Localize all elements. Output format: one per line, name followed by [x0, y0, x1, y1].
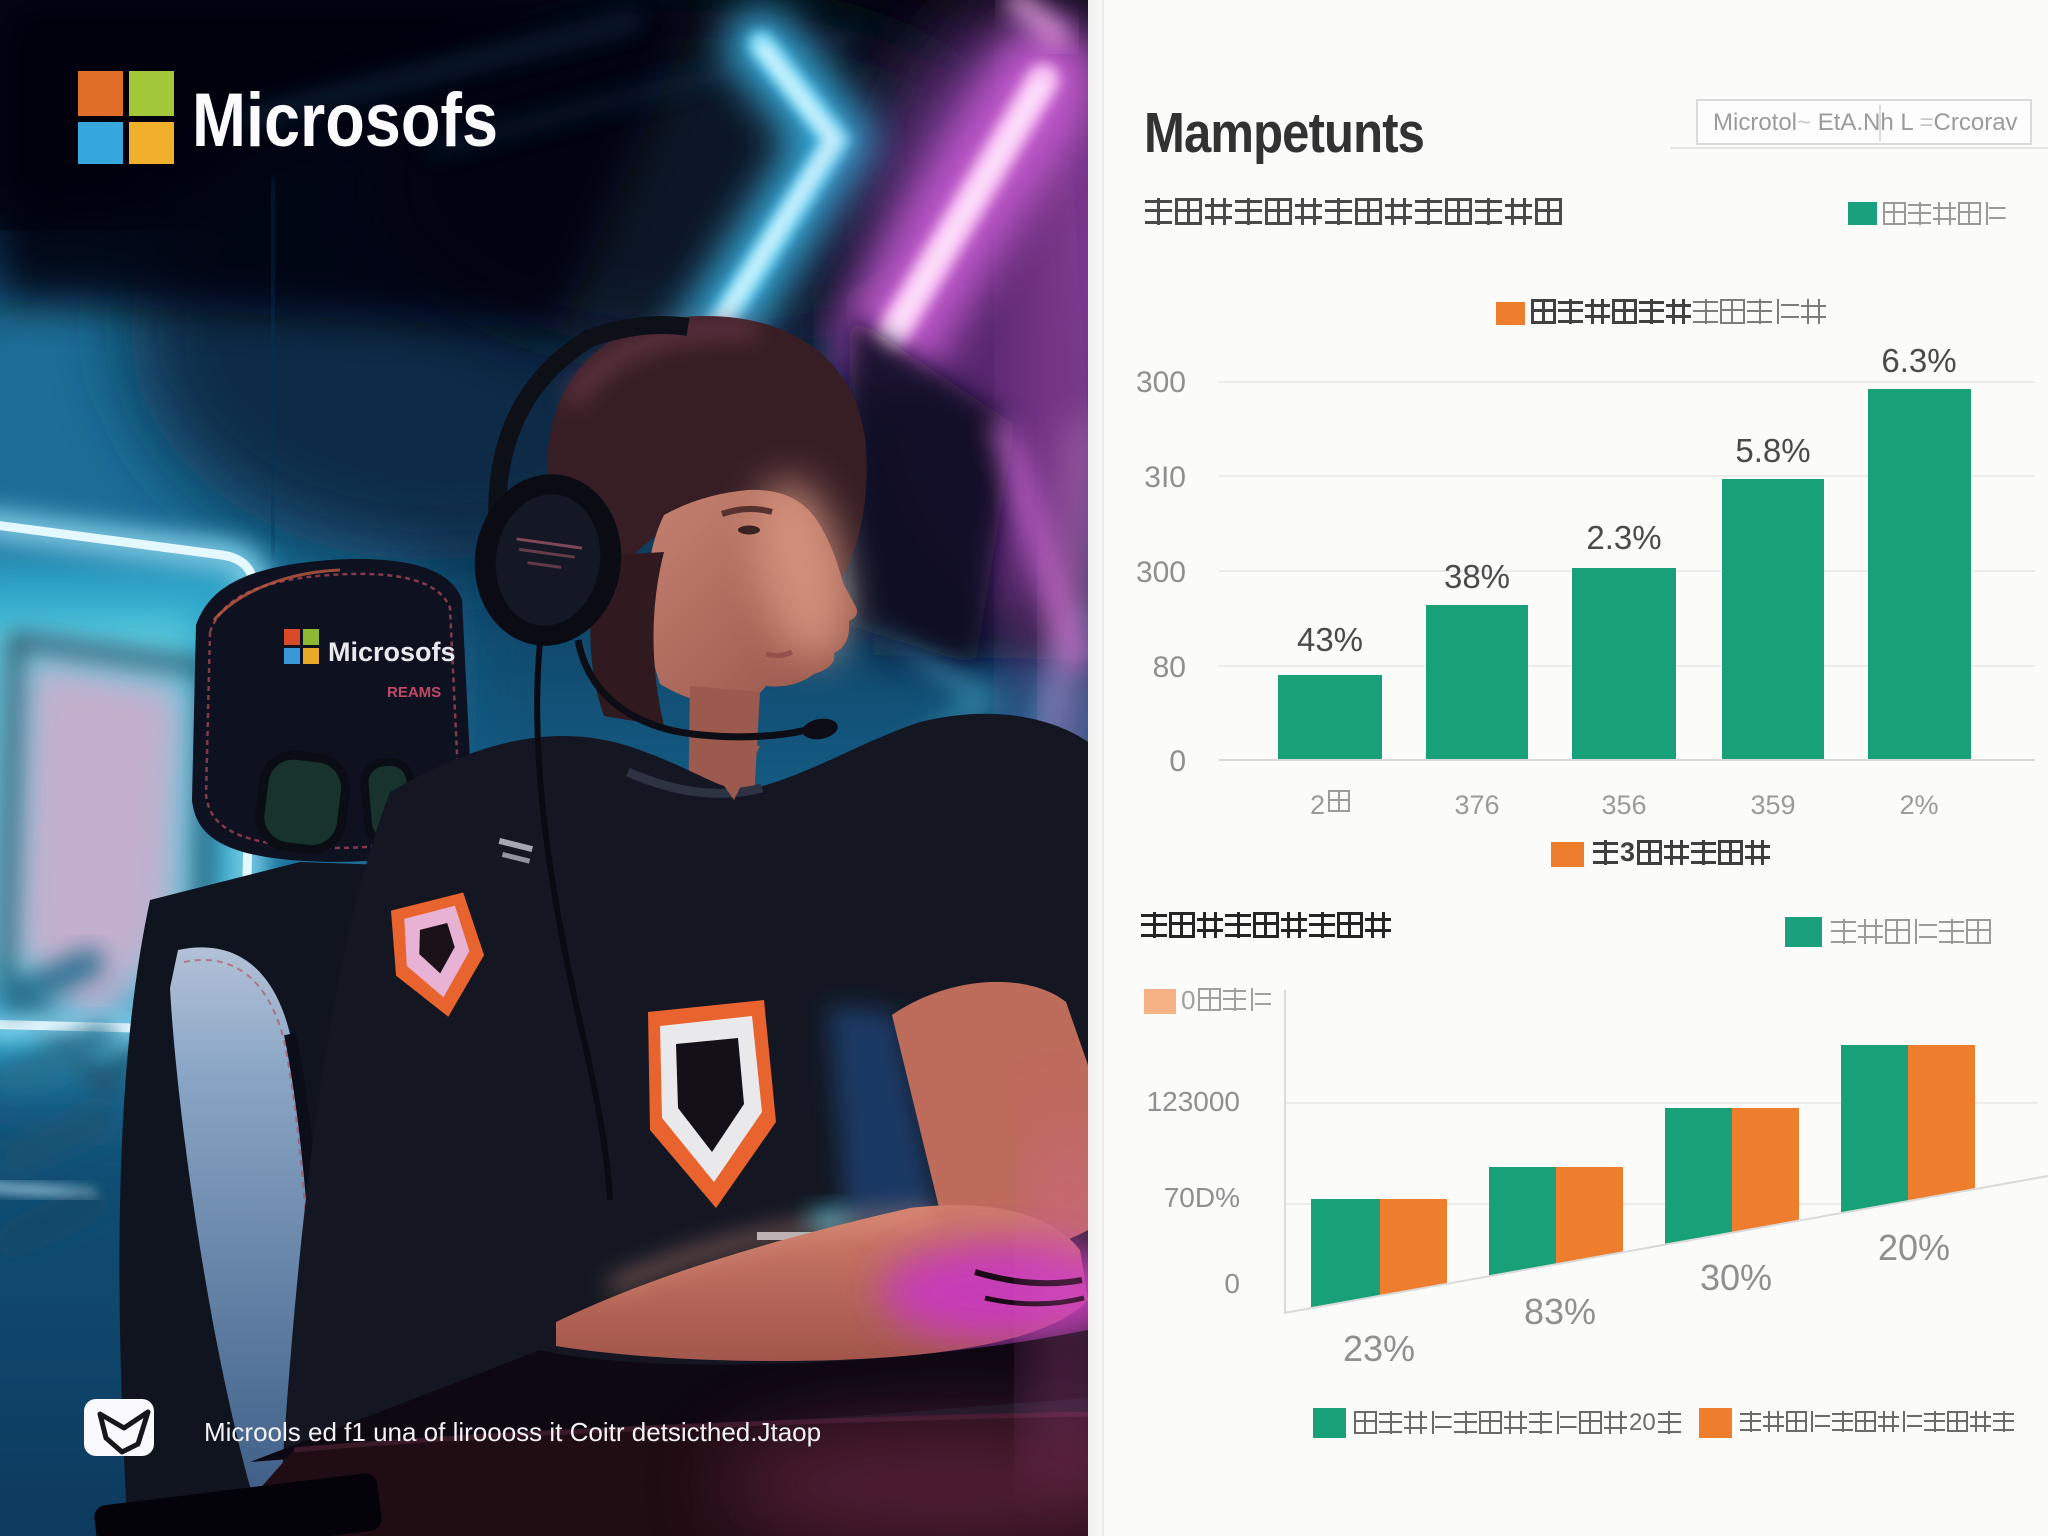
svg-text:REAMS: REAMS — [387, 684, 441, 701]
svg-text:Microsofs: Microsofs — [192, 78, 498, 163]
svg-text:Microsofs: Microsofs — [328, 637, 456, 667]
svg-text:Microols ed f1 una of liroooss: Microols ed f1 una of liroooss it Coitr … — [204, 1417, 821, 1447]
